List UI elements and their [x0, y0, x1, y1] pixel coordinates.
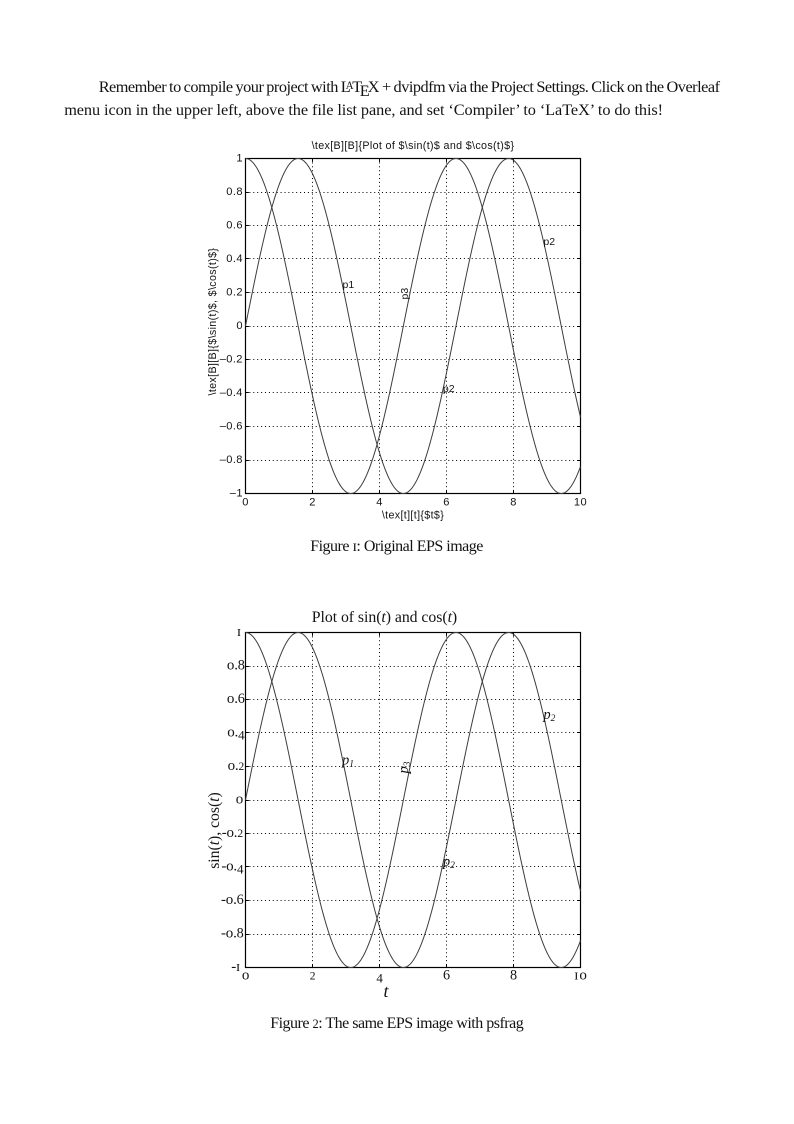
svg-text:0.4: 0.4: [226, 253, 243, 265]
svg-text:8: 8: [510, 496, 517, 508]
svg-text:p2: p2: [543, 236, 555, 248]
svg-text:p1: p1: [343, 279, 355, 291]
svg-text:4: 4: [376, 496, 383, 508]
svg-text:0: 0: [242, 496, 249, 508]
svg-text:-o.6: -o.6: [221, 892, 244, 908]
svg-text:–0.2: –0.2: [220, 354, 243, 366]
svg-text:2: 2: [309, 496, 316, 508]
svg-text:ɪo: ɪo: [574, 968, 586, 984]
svg-text:–0.8: –0.8: [220, 454, 243, 466]
svg-text:p3: p3: [396, 761, 413, 774]
svg-text:t: t: [384, 981, 390, 1001]
svg-text:o.8: o.8: [227, 657, 245, 673]
svg-text:sin(t), cos(t): sin(t), cos(t): [206, 792, 223, 869]
svg-text:–0.6: –0.6: [220, 421, 243, 433]
svg-text:-o.4​: -o.4​: [221, 858, 244, 876]
svg-text:o.4​: o.4​: [227, 724, 245, 742]
svg-text:\tex[t][t]{$t$}: \tex[t][t]{$t$}: [382, 510, 444, 522]
svg-text:o: o: [242, 968, 249, 984]
svg-text:p2: p2: [542, 707, 555, 724]
svg-text:0.6: 0.6: [226, 220, 243, 232]
svg-text:p3: p3: [399, 288, 411, 300]
svg-text:0.8: 0.8: [226, 186, 243, 198]
svg-text:p1: p1: [341, 753, 354, 770]
svg-text:2: 2: [310, 971, 316, 983]
svg-text:\tex[B][B]{$\sin(t)$, $\cos(t): \tex[B][B]{$\sin(t)$, $\cos(t)$}: [207, 248, 219, 396]
svg-text:4​: 4​: [376, 971, 383, 986]
svg-text:o.2: o.2: [228, 758, 245, 774]
svg-text:\tex[B][B]{Plot of $\sin(t)$ a: \tex[B][B]{Plot of $\sin(t)$ and $\cos(t…: [312, 140, 515, 152]
svg-text:1: 1: [236, 153, 243, 165]
svg-text:o.6: o.6: [227, 691, 245, 707]
svg-text:p2: p2: [443, 383, 455, 395]
svg-text:–1: –1: [230, 488, 243, 500]
svg-text:-o.2: -o.2: [222, 825, 244, 841]
svg-text:10: 10: [574, 496, 587, 508]
svg-text:6: 6: [443, 496, 450, 508]
svg-text:8: 8: [510, 968, 517, 984]
svg-text:6: 6: [443, 968, 450, 984]
svg-text:-ɪ: -ɪ: [231, 959, 241, 975]
svg-text:p2: p2: [442, 854, 455, 871]
svg-text:–0.4: –0.4: [220, 387, 243, 399]
svg-text:Plot of sin(t) and cos(t): Plot of sin(t) and cos(t): [312, 609, 457, 626]
svg-text:-o.8: -o.8: [221, 925, 244, 941]
svg-text:0: 0: [236, 320, 243, 332]
svg-text:ɪ: ɪ: [237, 624, 242, 640]
svg-text:o: o: [236, 791, 243, 807]
svg-text:0.2: 0.2: [226, 287, 243, 299]
